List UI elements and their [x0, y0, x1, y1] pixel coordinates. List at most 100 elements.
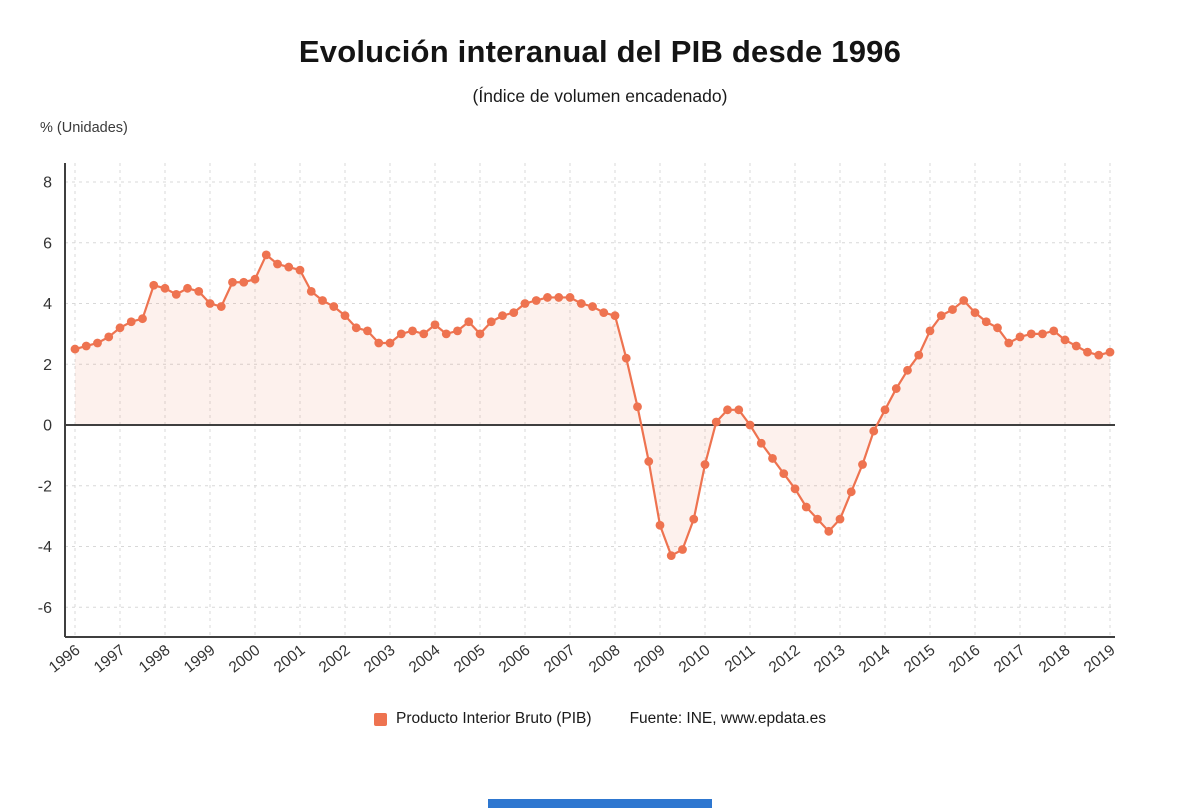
data-point [599, 308, 609, 318]
x-tick-label: 2013 [811, 642, 849, 677]
data-point [183, 283, 192, 293]
chart-title: Evolución interanual del PIB desde 1996 [298, 34, 902, 69]
x-tick-label: 1999 [181, 642, 219, 677]
data-point [993, 323, 1002, 333]
data-point [644, 457, 654, 466]
y-tick-label: -6 [38, 600, 52, 617]
data-point [880, 405, 890, 415]
data-point [768, 454, 777, 463]
y-tick-label: 8 [43, 175, 52, 192]
data-point [565, 293, 575, 302]
data-point [1026, 329, 1036, 339]
data-point [126, 317, 136, 327]
data-point [430, 320, 440, 330]
data-point [543, 293, 552, 302]
data-point [824, 526, 834, 536]
data-point [396, 329, 406, 339]
x-tick-label: 2007 [541, 642, 579, 677]
source-label: Fuente: INE, www.epdata.es [629, 710, 826, 727]
data-point [745, 420, 755, 430]
data-point [869, 426, 879, 436]
data-point [554, 293, 564, 302]
data-point [385, 338, 395, 348]
data-point [576, 299, 586, 308]
y-tick-label: -2 [38, 478, 52, 495]
data-point [948, 305, 957, 314]
legend-item-pib: Producto Interior Bruto (PIB) [374, 710, 592, 728]
y-tick-label: 2 [43, 357, 52, 374]
data-point [959, 296, 969, 305]
data-point [1049, 326, 1059, 336]
data-point [70, 344, 80, 354]
x-tick-label: 2005 [451, 642, 489, 677]
data-point [250, 274, 260, 284]
data-point [723, 405, 732, 415]
data-point [520, 299, 530, 308]
data-point [689, 514, 699, 524]
data-point [835, 514, 845, 524]
data-point [970, 308, 980, 318]
data-point [655, 520, 665, 530]
data-point [419, 329, 429, 339]
x-tick-label: 1997 [91, 642, 129, 677]
data-point [205, 299, 215, 308]
data-point [891, 384, 901, 393]
x-tick-label: 2003 [361, 642, 399, 677]
data-point [374, 338, 384, 348]
data-point [475, 329, 485, 339]
chart-legend: Producto Interior Bruto (PIB) Fuente: IN… [0, 710, 1200, 728]
data-point [925, 326, 935, 336]
x-tick-label: 2012 [766, 642, 804, 677]
data-point [340, 311, 350, 321]
data-point [531, 296, 541, 305]
x-tick-label: 2017 [991, 642, 1029, 677]
data-point [1038, 329, 1047, 339]
legend-swatch-icon [374, 712, 387, 726]
data-point [981, 317, 991, 327]
data-point [914, 350, 924, 360]
data-point [408, 326, 417, 336]
x-tick-label: 2016 [946, 642, 984, 677]
data-points [70, 250, 1115, 561]
data-point [284, 262, 294, 272]
x-tick-label: 2015 [901, 642, 939, 677]
data-point [318, 296, 327, 305]
data-point [813, 514, 822, 524]
y-tick-label: 6 [43, 235, 52, 252]
y-tick-label: -4 [38, 539, 52, 556]
data-point [363, 326, 372, 336]
data-point [273, 259, 282, 269]
x-tick-label: 1998 [136, 642, 174, 677]
x-tick-label: 2014 [856, 642, 894, 677]
x-tick-label: 2002 [316, 642, 354, 677]
data-point [453, 326, 462, 336]
data-point [858, 460, 867, 469]
y-tick-labels: 8 6 4 2 0 -2 -4 -6 [38, 175, 52, 617]
data-point [351, 323, 361, 333]
data-point [734, 405, 744, 415]
x-tick-label: 2018 [1036, 642, 1074, 677]
series-area [75, 254, 1110, 556]
data-point [486, 317, 496, 327]
x-tick-label: 2010 [676, 642, 714, 677]
data-point [171, 289, 181, 299]
chart-subtitle: (Índice de volumen encadenado) [472, 86, 728, 106]
data-point [678, 545, 687, 554]
data-point [903, 365, 912, 375]
data-point [239, 277, 249, 287]
x-tick-label: 1996 [46, 642, 84, 677]
data-point [1015, 332, 1025, 342]
data-point [621, 353, 631, 363]
data-point [633, 402, 642, 412]
data-point [81, 341, 91, 351]
x-tick-label: 2011 [722, 642, 759, 676]
gridlines [65, 163, 1115, 637]
x-tick-label: 2009 [631, 642, 669, 677]
data-point [846, 487, 856, 497]
data-point [1094, 350, 1104, 360]
data-point [228, 277, 237, 287]
x-tick-labels: 1996 1997 1998 1999 2000 2001 2002 2003 2004 2005… [46, 642, 1119, 677]
x-tick-label: 2006 [496, 642, 534, 677]
x-tick-label: 2000 [226, 642, 264, 677]
